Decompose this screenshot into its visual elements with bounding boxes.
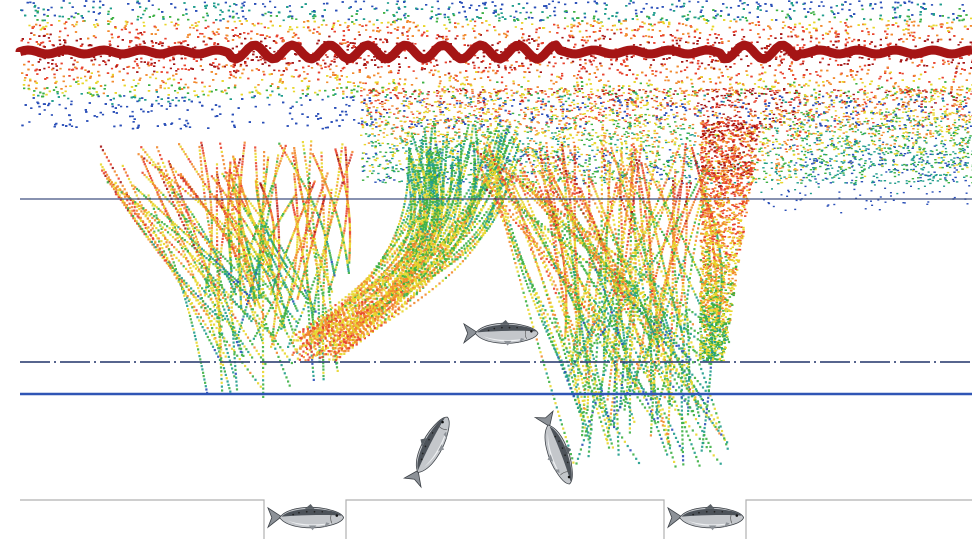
panel-center: [345, 499, 665, 539]
depth-lines: [20, 198, 972, 396]
panel-left: [20, 499, 265, 539]
echogram-backscatter: [15, 0, 972, 468]
panel-right: [745, 499, 972, 539]
bottom-panels: [20, 499, 972, 539]
